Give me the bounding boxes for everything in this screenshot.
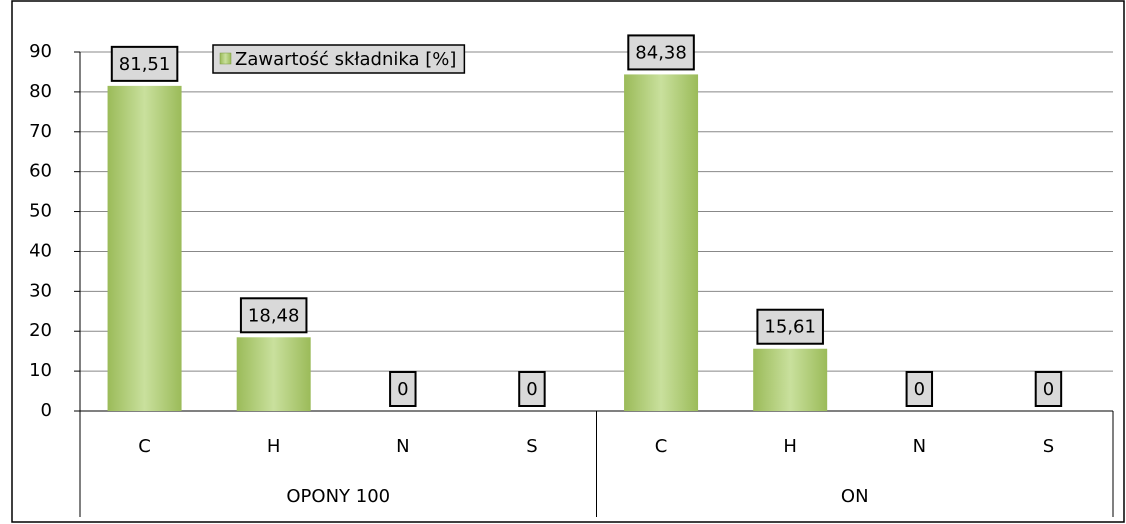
y-tick-label: 10 (29, 360, 52, 381)
frame (11, 0, 1125, 523)
x-tick-label: C (655, 436, 668, 457)
data-label-box (389, 371, 417, 407)
y-tick-label: 60 (29, 161, 52, 182)
bar (236, 337, 311, 411)
y-tick-label: 0 (41, 400, 52, 421)
x-tick-label: H (267, 436, 281, 457)
data-label: 81,51 (119, 54, 171, 75)
y-tick-label: 30 (29, 280, 52, 301)
data-label: 18,48 (248, 305, 300, 326)
data-label-box (627, 34, 695, 71)
data-label-box (239, 297, 308, 334)
x-tick-label: N (396, 436, 409, 457)
legend-box (212, 44, 466, 74)
legend-label: Zawartość składnika [%] (235, 49, 456, 70)
bar (107, 85, 182, 412)
data-label-box (1034, 371, 1063, 407)
bar (624, 74, 699, 412)
y-tick-label: 40 (29, 240, 52, 261)
data-label: 84,38 (635, 42, 687, 63)
data-label: 0 (914, 379, 925, 400)
y-tick-label: 90 (29, 41, 52, 62)
y-tick-label: 70 (29, 121, 52, 142)
data-label: 0 (1043, 379, 1054, 400)
data-label-box (905, 371, 934, 407)
y-tick-label: 20 (29, 320, 52, 341)
data-label: 0 (397, 379, 408, 400)
x-tick-label: H (783, 436, 797, 457)
group-label: OPONY 100 (286, 486, 390, 507)
x-tick-label: C (138, 436, 151, 457)
bar (753, 348, 828, 411)
data-label-box (756, 308, 824, 345)
x-tick-label: N (913, 436, 926, 457)
x-tick-label: S (1043, 436, 1054, 457)
y-tick-label: 80 (29, 81, 52, 102)
data-label-box (518, 371, 546, 407)
group-label: ON (841, 486, 869, 507)
y-tick-label: 50 (29, 201, 52, 222)
x-tick-label: S (526, 436, 537, 457)
data-label: 0 (526, 379, 537, 400)
data-label: 15,61 (764, 317, 816, 338)
legend-swatch (219, 52, 232, 65)
data-label-box (110, 45, 179, 82)
